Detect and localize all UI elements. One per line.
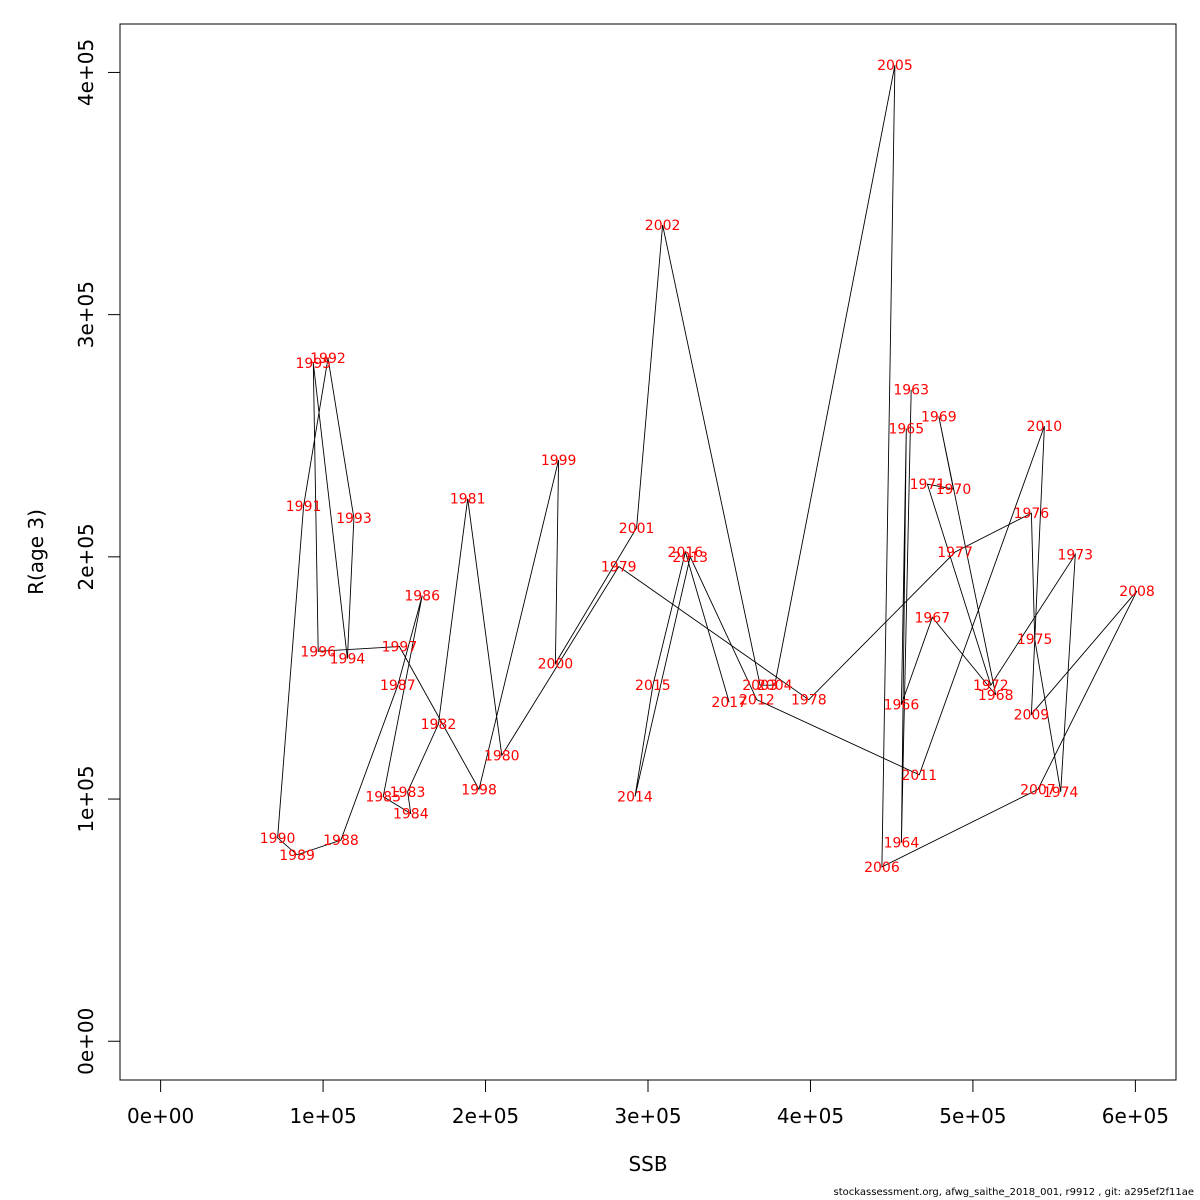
year-label-2015: 2015 [635, 678, 671, 694]
year-label-1996: 1996 [300, 644, 336, 660]
year-label-1970: 1970 [936, 482, 972, 498]
year-label-2013: 2013 [672, 550, 708, 566]
year-label-1988: 1988 [323, 833, 359, 849]
year-label-2014: 2014 [617, 790, 653, 806]
year-label-1985: 1985 [365, 790, 401, 806]
year-label-1987: 1987 [380, 678, 416, 694]
year-label-1972: 1972 [973, 678, 1009, 694]
year-label-2009: 2009 [1014, 707, 1050, 723]
year-label-1976: 1976 [1014, 506, 1050, 522]
y-tick-label: 4e+05 [74, 39, 98, 106]
trajectory-line [277, 65, 1138, 868]
year-label-1978: 1978 [791, 693, 827, 709]
year-label-1974: 1974 [1043, 785, 1079, 801]
year-label-1982: 1982 [421, 717, 457, 733]
year-label-1965: 1965 [888, 421, 924, 437]
y-axis: 0e+00 1e+05 2e+05 3e+05 4e+05 [74, 39, 121, 1075]
year-label-2003: 2003 [742, 678, 778, 694]
year-label-1977: 1977 [937, 545, 973, 561]
year-label-1981: 1981 [450, 492, 486, 508]
x-axis: 0e+00 1e+05 2e+05 3e+05 4e+05 5e+05 6e+05 [127, 1079, 1169, 1128]
footer-credit: stockassessment.org, afwg_saithe_2018_00… [833, 1187, 1194, 1198]
year-label-1997: 1997 [382, 639, 418, 655]
year-label-1990: 1990 [260, 831, 296, 847]
year-label-2007: 2007 [1020, 782, 1056, 798]
y-tick-label: 1e+05 [74, 765, 98, 832]
x-tick-label: 3e+05 [614, 1104, 681, 1128]
x-tick-label: 5e+05 [939, 1104, 1006, 1128]
year-label-1991: 1991 [286, 499, 322, 515]
x-tick-label: 0e+00 [127, 1104, 194, 1128]
year-label-2006: 2006 [864, 860, 900, 876]
y-tick-label: 2e+05 [74, 523, 98, 590]
year-label-2016: 2016 [668, 545, 704, 561]
year-label-1973: 1973 [1057, 547, 1093, 563]
y-tick-label: 3e+05 [74, 281, 98, 348]
x-tick-label: 1e+05 [289, 1104, 356, 1128]
x-tick-label: 4e+05 [777, 1104, 844, 1128]
year-label-1963: 1963 [893, 383, 929, 399]
year-label-2017: 2017 [711, 695, 747, 711]
year-label-1964: 1964 [884, 836, 920, 852]
year-label-1980: 1980 [484, 748, 520, 764]
year-label-2000: 2000 [538, 656, 574, 672]
year-label-2008: 2008 [1119, 584, 1155, 600]
year-label-1968: 1968 [978, 688, 1014, 704]
year-label-2010: 2010 [1027, 419, 1063, 435]
year-label-2011: 2011 [901, 768, 937, 784]
year-label-1969: 1969 [921, 409, 957, 425]
year-label-1994: 1994 [330, 652, 366, 668]
x-tick-label: 2e+05 [452, 1104, 519, 1128]
x-tick-label: 6e+05 [1102, 1104, 1169, 1128]
year-label-1984: 1984 [393, 807, 429, 823]
year-label-2012: 2012 [739, 693, 775, 709]
year-label-1975: 1975 [1017, 632, 1053, 648]
plot-frame [119, 23, 1177, 1081]
year-label-1983: 1983 [390, 785, 426, 801]
y-tick-label: 0e+00 [74, 1008, 98, 1075]
year-label-1966: 1966 [884, 698, 920, 714]
x-axis-title: SSB [628, 1152, 667, 1176]
year-label-2001: 2001 [619, 521, 655, 537]
year-label-1979: 1979 [601, 560, 637, 576]
year-label-1989: 1989 [279, 848, 315, 864]
year-label-1999: 1999 [541, 453, 577, 469]
year-label-1992: 1992 [310, 351, 346, 367]
year-label-1967: 1967 [914, 610, 950, 626]
year-label-2005: 2005 [877, 58, 913, 74]
year-label-2002: 2002 [645, 218, 681, 234]
year-label-2004: 2004 [757, 678, 793, 694]
year-label-1998: 1998 [461, 782, 497, 798]
y-axis-title: R(age 3) [24, 509, 48, 595]
year-label-1986: 1986 [404, 589, 440, 605]
year-label-1993: 1993 [336, 511, 372, 527]
year-label-1995: 1995 [296, 356, 332, 372]
year-label-1971: 1971 [910, 477, 946, 493]
